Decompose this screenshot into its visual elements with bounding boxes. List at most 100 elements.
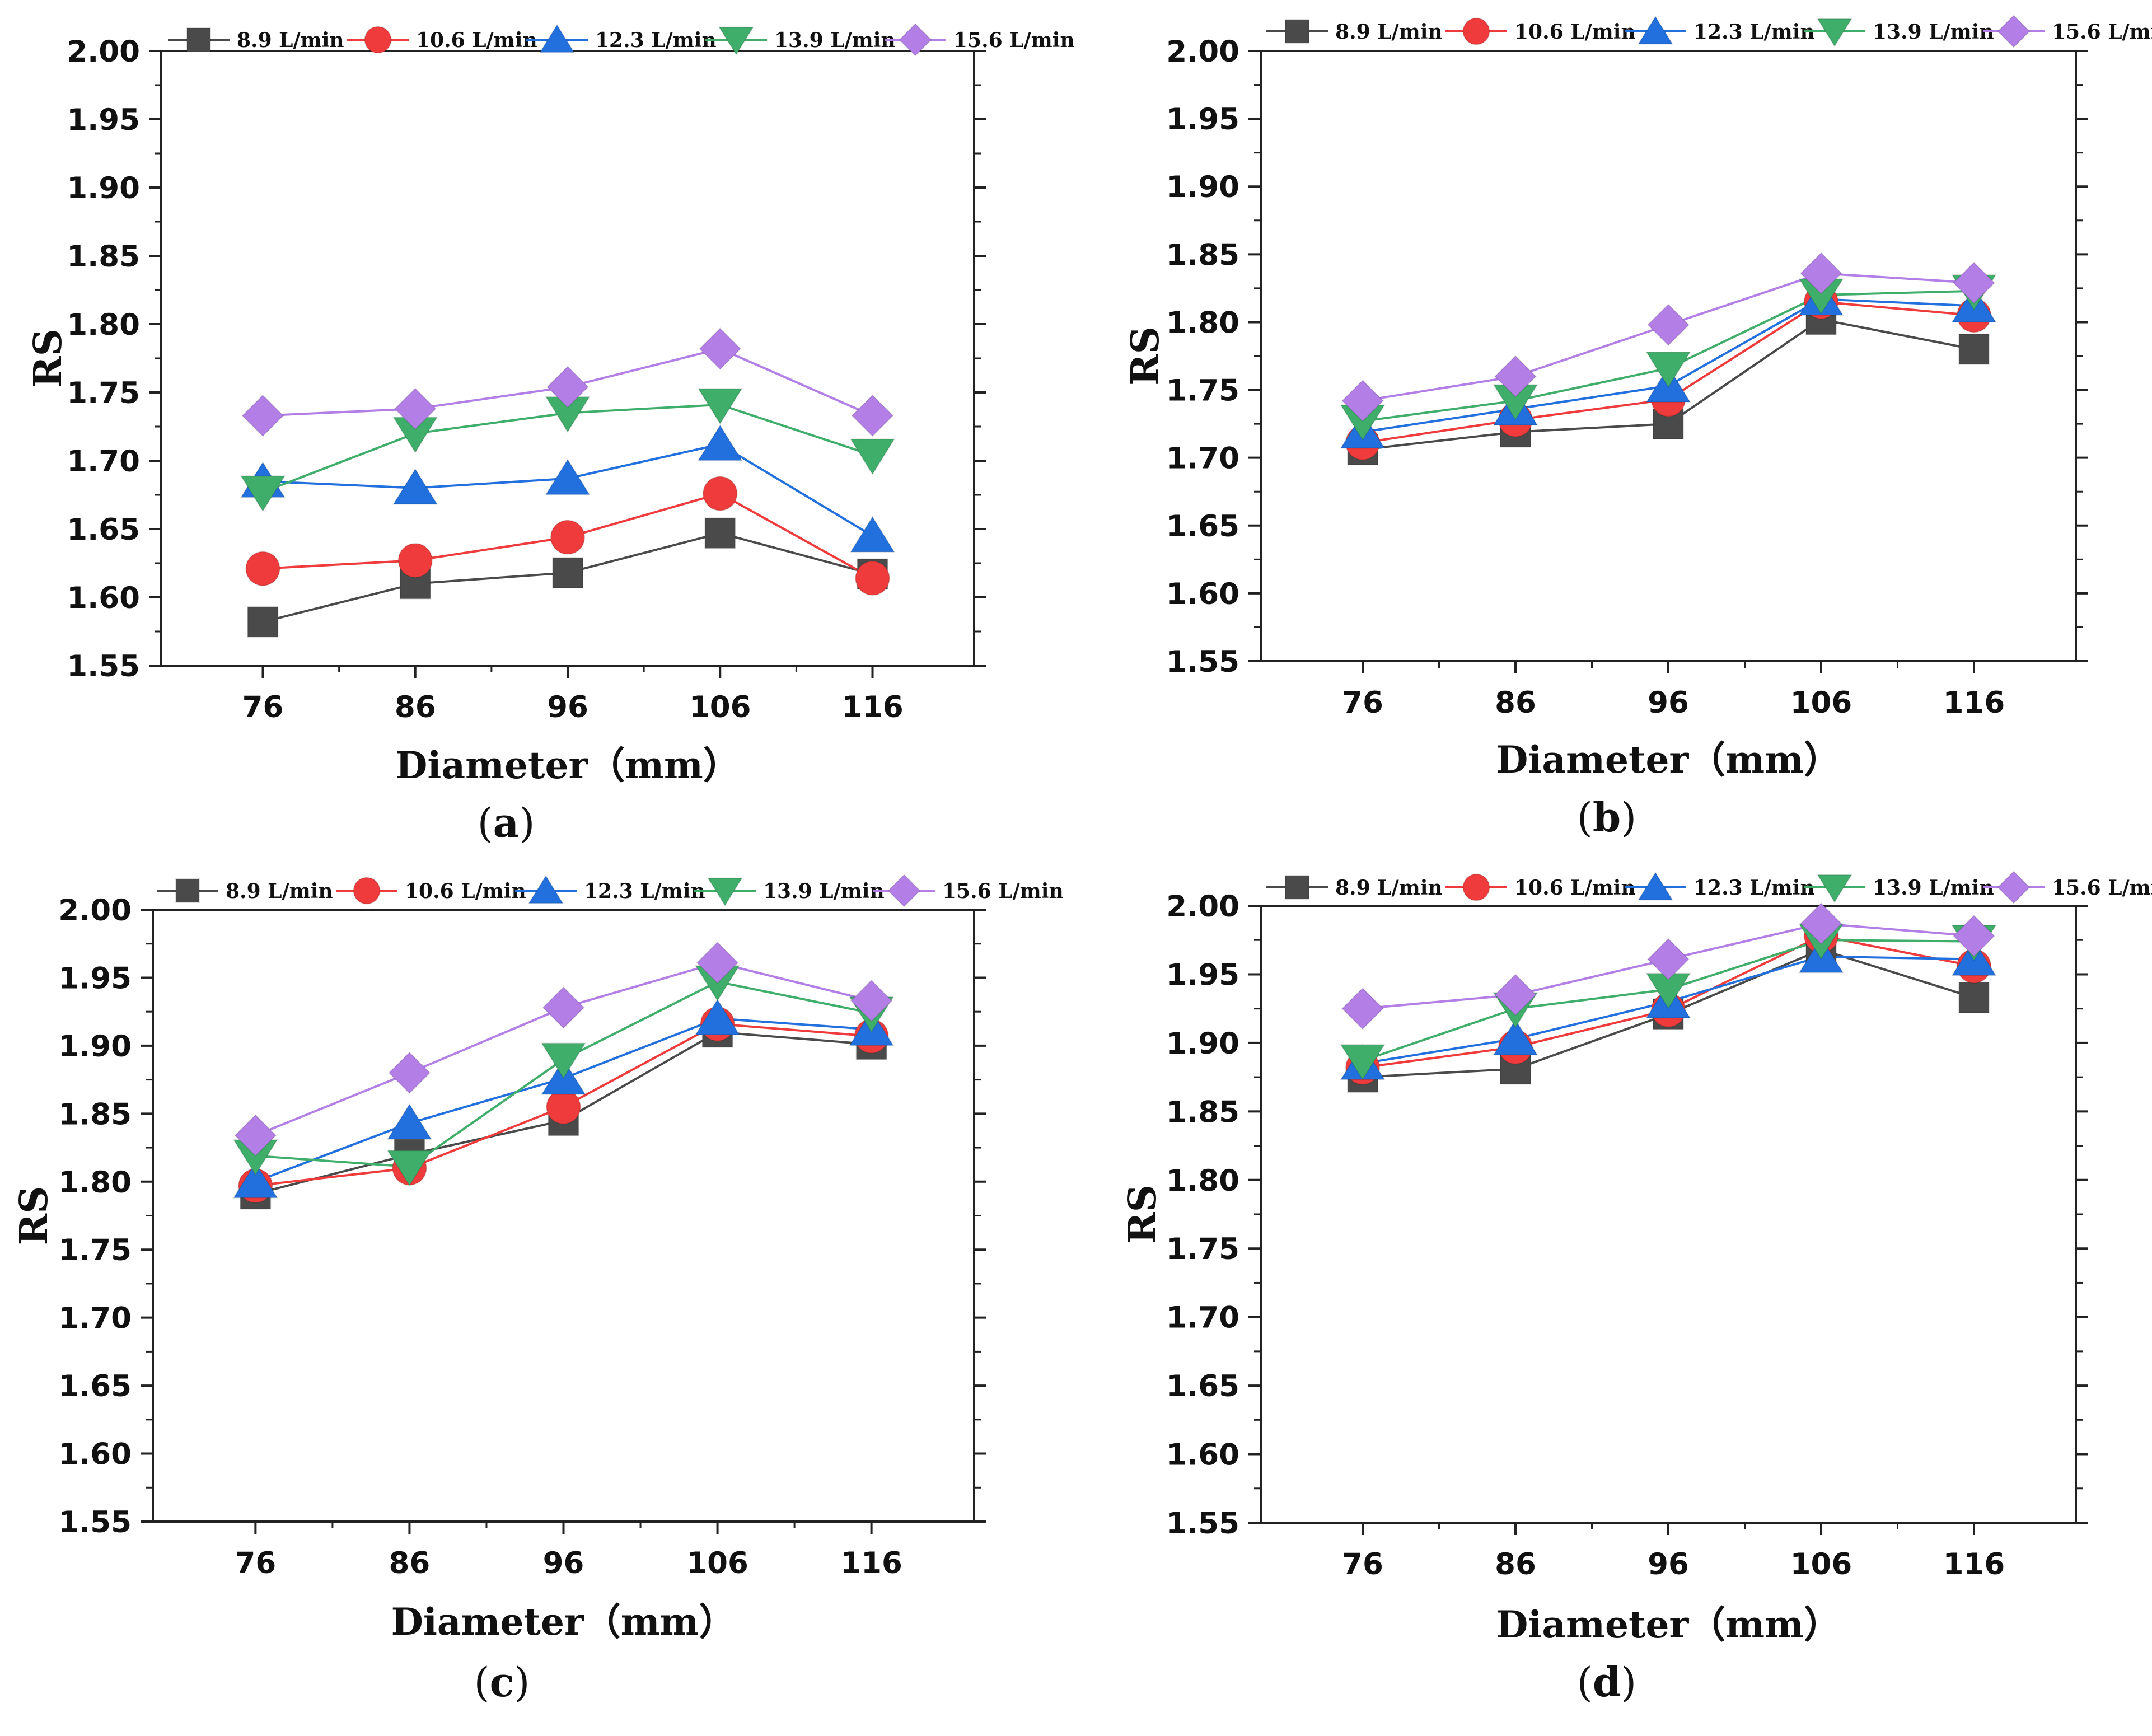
panel-label: (c) [474,1658,530,1706]
data-point-s3-2 [1645,352,1691,389]
legend-marker-4 [1997,871,2031,904]
legend-marker-4 [1997,15,2031,48]
x-tick-label: 116 [841,690,904,724]
y-tick-label: 2.00 [58,893,132,928]
y-axis-title: RS [26,329,71,388]
legend-marker-2 [539,24,575,53]
panel-label-letter: b [1593,793,1621,841]
y-tick-label: 1.80 [1166,306,1239,340]
x-tick-label: 116 [1943,686,2005,720]
x-axis-title: Diameter（mm） [1496,738,1841,782]
data-point-s4-4 [850,979,893,1022]
data-point-s1-3 [703,476,738,511]
legend-label-0: 8.9 L/min [1335,876,1443,900]
data-point-s1-4 [855,560,890,596]
y-tick-label: 1.60 [67,581,140,615]
legend-marker-2 [528,874,564,904]
data-point-s4-4 [851,394,894,437]
x-tick-label: 106 [1790,686,1852,720]
legend-label-3: 13.9 L/min [774,29,896,52]
y-tick-label: 1.85 [1166,238,1239,272]
data-point-s4-3 [696,941,739,984]
y-tick-label: 1.85 [67,240,140,274]
data-point-s2-1 [1493,1018,1538,1056]
y-tick-label: 1.95 [1166,102,1239,137]
data-point-s4-1 [394,387,437,431]
panel-label-letter: d [1593,1658,1621,1706]
panel-b: 1.55 1.60 1.65 1.70 1.75 1.80 1.85 1.90 1.95 2.00… [1123,15,2152,841]
x-tick-label: 86 [1495,1547,1536,1581]
legend-marker-1 [353,877,381,905]
y-tick-label: 1.95 [1166,958,1239,992]
legend: 8.9 L/min 10.6 L/min 12.3 L/min 13.9 L/min 1… [1266,871,2152,904]
legend-label-4: 15.6 L/min [2052,876,2152,900]
y-tick-label: 1.65 [1166,1369,1239,1403]
y-tick-label: 1.75 [1166,374,1239,408]
data-point-s4-3 [699,327,742,370]
data-point-s4-3 [1800,252,1842,295]
panel-label-close: ) [1621,1659,1636,1706]
panel-label: (d) [1577,1658,1637,1706]
data-point-s4-2 [1647,303,1690,347]
x-tick-label: 86 [395,690,436,724]
data-point-s0-3 [704,517,736,549]
x-tick-label: 96 [547,690,588,724]
legend-label-2: 12.3 L/min [1693,876,1815,900]
panel-label-close: ) [1621,794,1636,841]
panel-label: (a) [478,799,535,846]
legend-label-4: 15.6 L/min [953,29,1075,52]
legend-label-2: 12.3 L/min [595,29,717,52]
data-point-s0-4 [1958,333,1990,365]
y-tick-label: 1.70 [58,1302,132,1336]
x-tick-label: 76 [1342,686,1383,720]
panel-label: (b) [1577,793,1637,841]
legend-label-1: 10.6 L/min [1514,876,1636,900]
legend-label-1: 10.6 L/min [416,29,537,52]
legend-marker-1 [364,26,392,54]
y-tick-label: 1.75 [58,1233,132,1267]
y-tick-label: 1.90 [1166,170,1239,204]
legend-label-2: 12.3 L/min [584,879,705,903]
panel-label-letter: c [490,1658,514,1706]
legend-marker-1 [1462,873,1490,901]
data-point-s4-0 [1341,987,1384,1030]
x-tick-label: 96 [1648,686,1689,720]
data-point-s2-1 [386,1103,433,1140]
data-point-s4-0 [241,394,284,437]
data-point-s3-0 [240,475,286,512]
data-point-s4-1 [388,1051,431,1094]
data-point-s1-1 [397,542,433,578]
legend-marker-0 [1285,19,1309,44]
data-point-s4-2 [542,986,585,1029]
legend-marker-2 [1638,871,1673,901]
panel-a: 1.55 1.60 1.65 1.70 1.75 1.80 1.85 1.90 1.95 2.00… [26,23,1075,846]
data-point-s1-0 [245,551,280,587]
data-point-s4-3 [1800,902,1842,945]
x-tick-label: 76 [242,690,284,724]
y-axis-title: RS [1120,1185,1165,1244]
x-tick-label: 106 [686,1546,748,1580]
y-tick-label: 1.55 [58,1505,132,1540]
y-tick-label: 2.00 [67,35,140,69]
panel-label-open: ( [474,1659,489,1706]
data-point-s0-4 [1958,982,1990,1014]
y-axis-title: RS [12,1186,57,1246]
legend-label-1: 10.6 L/min [1514,20,1636,44]
y-tick-label: 1.95 [67,103,140,137]
panel-label-open: ( [1577,1659,1593,1706]
y-tick-label: 2.00 [1166,890,1239,924]
data-point-s4-0 [234,1114,277,1157]
y-tick-label: 1.70 [1166,442,1239,476]
data-point-s4-2 [1647,938,1690,981]
x-tick-label: 96 [1648,1547,1689,1581]
y-tick-label: 1.80 [1166,1164,1239,1198]
legend-label-4: 15.6 L/min [942,879,1064,903]
panel-label-letter: a [493,799,520,846]
data-point-s2-3 [697,424,743,461]
panel-label-open: ( [478,799,493,846]
legend: 8.9 L/min 10.6 L/min 12.3 L/min 13.9 L/min 1… [1266,15,2152,48]
legend-marker-2 [1638,15,1673,45]
legend-marker-0 [1285,875,1309,900]
data-point-s4-2 [546,366,589,409]
data-point-s3-4 [849,438,896,475]
